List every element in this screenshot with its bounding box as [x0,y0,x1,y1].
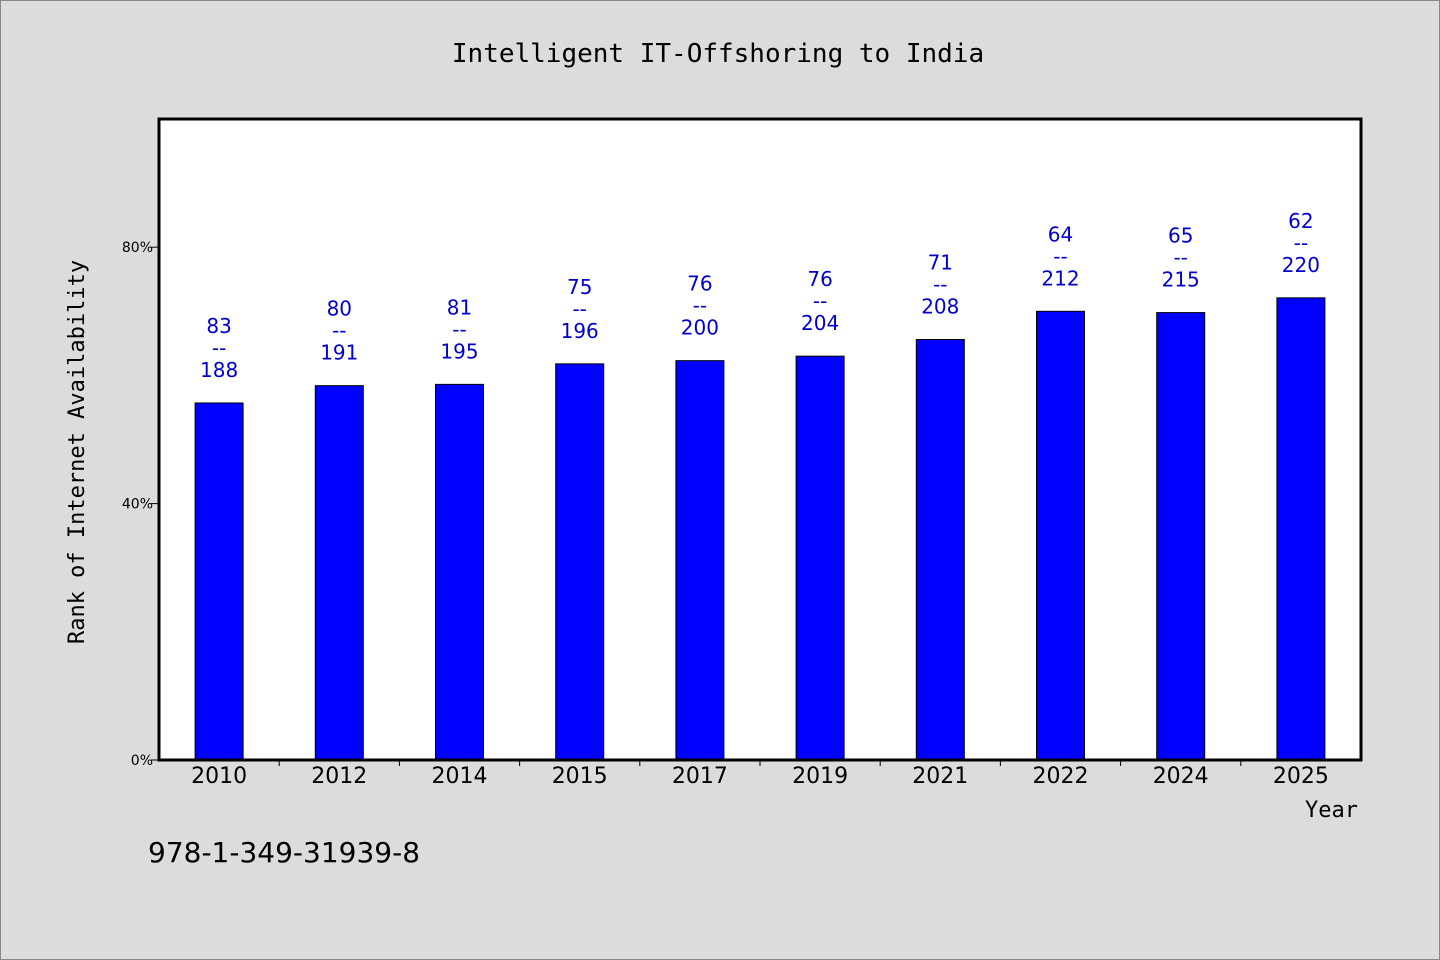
data-label-2014-bottom: 195 [440,339,478,363]
data-label-2021-bottom: 208 [921,295,959,319]
data-label-2019-bottom: 204 [801,311,839,335]
y-axis-label: Rank of Internet Availability [65,260,90,644]
x-tick-label-2025: 2025 [1273,764,1329,789]
data-label-2010-bottom: 188 [200,358,238,382]
data-label-2012-bottom: 191 [320,341,358,365]
data-label-2021-top: 71 [928,251,953,275]
x-axis-label: Year [1305,798,1358,823]
x-tick-label-2014: 2014 [432,764,488,789]
bar-2021 [915,339,965,761]
data-label-2019-sep: -- [813,289,827,313]
x-tick-label-2010: 2010 [191,764,247,789]
data-label-2017-bottom: 200 [681,316,719,340]
data-label-2019-top: 76 [807,267,832,291]
x-tick-label-2012: 2012 [311,764,367,789]
data-label-2010-top: 83 [206,314,231,338]
data-label-2025-bottom: 220 [1282,253,1320,277]
x-tick-label-2017: 2017 [672,764,728,789]
y-tick-label-0: 0% [131,753,153,769]
bar-2022 [1036,310,1085,761]
data-label-2024-top: 65 [1168,224,1193,248]
data-label-2025-sep: -- [1294,231,1308,255]
data-label-2024-sep: -- [1173,246,1187,270]
bars-group [194,297,1326,761]
data-label-2015-sep: -- [572,297,586,321]
data-label-2014-sep: -- [452,317,466,341]
data-label-2022-top: 64 [1048,222,1073,246]
bar-2012 [314,385,364,761]
data-label-2025-top: 62 [1288,209,1313,233]
data-label-2022-bottom: 212 [1041,266,1079,290]
data-label-2024-bottom: 215 [1162,268,1200,292]
x-tick-label-2021: 2021 [912,764,968,789]
bar-2019 [795,355,845,761]
y-axis: 0% 40% 80% [122,240,159,769]
bar-2010 [194,402,244,761]
x-tick-label-2024: 2024 [1153,764,1209,789]
x-tick-label-2022: 2022 [1033,764,1089,789]
y-tick-label-40: 40% [122,497,153,513]
bar-2015 [555,363,605,761]
data-label-2014-top: 81 [447,295,472,319]
data-label-2021-sep: -- [933,273,947,297]
data-label-2012-sep: -- [332,319,346,343]
data-labels-group: 83--18880--19181--19575--19676--20076--2… [200,209,1320,382]
bar-2017 [675,360,725,761]
data-label-2015-top: 75 [567,275,592,299]
x-tick-label-2019: 2019 [792,764,848,789]
data-label-2017-top: 76 [687,272,712,296]
x-axis: 2010 2012 2014 2015 2017 2019 2021 2022 2024 2025 [191,760,1329,789]
data-label-2017-sep: -- [693,294,707,318]
data-label-2010-sep: -- [212,336,226,360]
chart-title: Intelligent IT-Offshoring to India [452,39,984,69]
isbn-footer: 978-1-349-31939-8 [148,836,420,869]
x-tick-label-2015: 2015 [552,764,608,789]
data-label-2012-top: 80 [327,297,352,321]
bar-2014 [435,383,484,761]
data-label-2015-bottom: 196 [561,319,599,343]
bar-2024 [1156,312,1206,761]
y-tick-label-80: 80% [122,240,153,256]
bar-2025 [1276,297,1326,761]
data-label-2022-sep: -- [1053,244,1067,268]
